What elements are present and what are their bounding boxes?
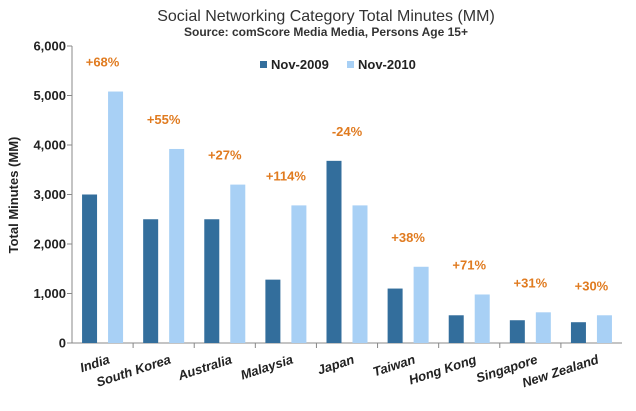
- y-tick-label: 2,000: [33, 237, 66, 252]
- bar: [230, 184, 246, 343]
- legend-label: Nov-2009: [271, 57, 329, 72]
- change-annotation: -24%: [332, 124, 363, 139]
- chart-subtitle: Source: comScore Media Media, Persons Ag…: [184, 25, 468, 39]
- y-tick-label: 4,000: [33, 138, 66, 153]
- bar: [326, 160, 342, 343]
- bar: [387, 288, 403, 343]
- bar: [474, 294, 490, 343]
- x-tick-label: Hong Kong: [407, 352, 478, 388]
- bar: [448, 315, 464, 343]
- chart-title: Social Networking Category Total Minutes…: [157, 8, 495, 25]
- change-annotation: +31%: [514, 275, 548, 290]
- bar: [204, 219, 220, 343]
- legend-swatch: [347, 61, 354, 68]
- bar: [265, 279, 281, 343]
- annotations: +68% +55% +27% +114% -24% +38% +71% +31% +30%: [86, 55, 609, 294]
- bars: [82, 91, 612, 343]
- bar: [413, 266, 429, 343]
- y-tick-label: 0: [59, 336, 66, 351]
- bar: [82, 194, 98, 343]
- y-ticks: 0 1,000 2,000 3,000 4,000 5,000 6,000: [33, 39, 72, 351]
- bar: [596, 315, 612, 343]
- change-annotation: +27%: [208, 148, 242, 163]
- bar: [169, 148, 185, 343]
- bar: [535, 312, 551, 343]
- legend: Nov-2009 Nov-2010: [260, 57, 416, 72]
- x-tick-label: Japan: [316, 352, 356, 378]
- y-tick-label: 3,000: [33, 187, 66, 202]
- bar: [291, 205, 307, 343]
- change-annotation: +71%: [452, 257, 486, 272]
- bar: [108, 91, 124, 343]
- y-axis-label: Total Minutes (MM): [6, 137, 21, 254]
- change-annotation: +38%: [391, 230, 425, 245]
- change-annotation: +55%: [147, 112, 181, 127]
- bar: [509, 320, 525, 343]
- change-annotation: +68%: [86, 55, 120, 70]
- legend-label: Nov-2010: [358, 57, 416, 72]
- change-annotation: +114%: [266, 168, 307, 183]
- bar: [143, 219, 159, 343]
- x-tick-label: Australia: [175, 352, 234, 384]
- legend-swatch: [260, 61, 267, 68]
- x-tick-label: Malaysia: [239, 352, 295, 383]
- change-annotation: +30%: [575, 278, 609, 293]
- y-tick-label: 6,000: [33, 39, 66, 54]
- y-tick-label: 5,000: [33, 88, 66, 103]
- bar: [352, 205, 368, 343]
- bar: [570, 322, 586, 343]
- y-tick-label: 1,000: [33, 286, 66, 301]
